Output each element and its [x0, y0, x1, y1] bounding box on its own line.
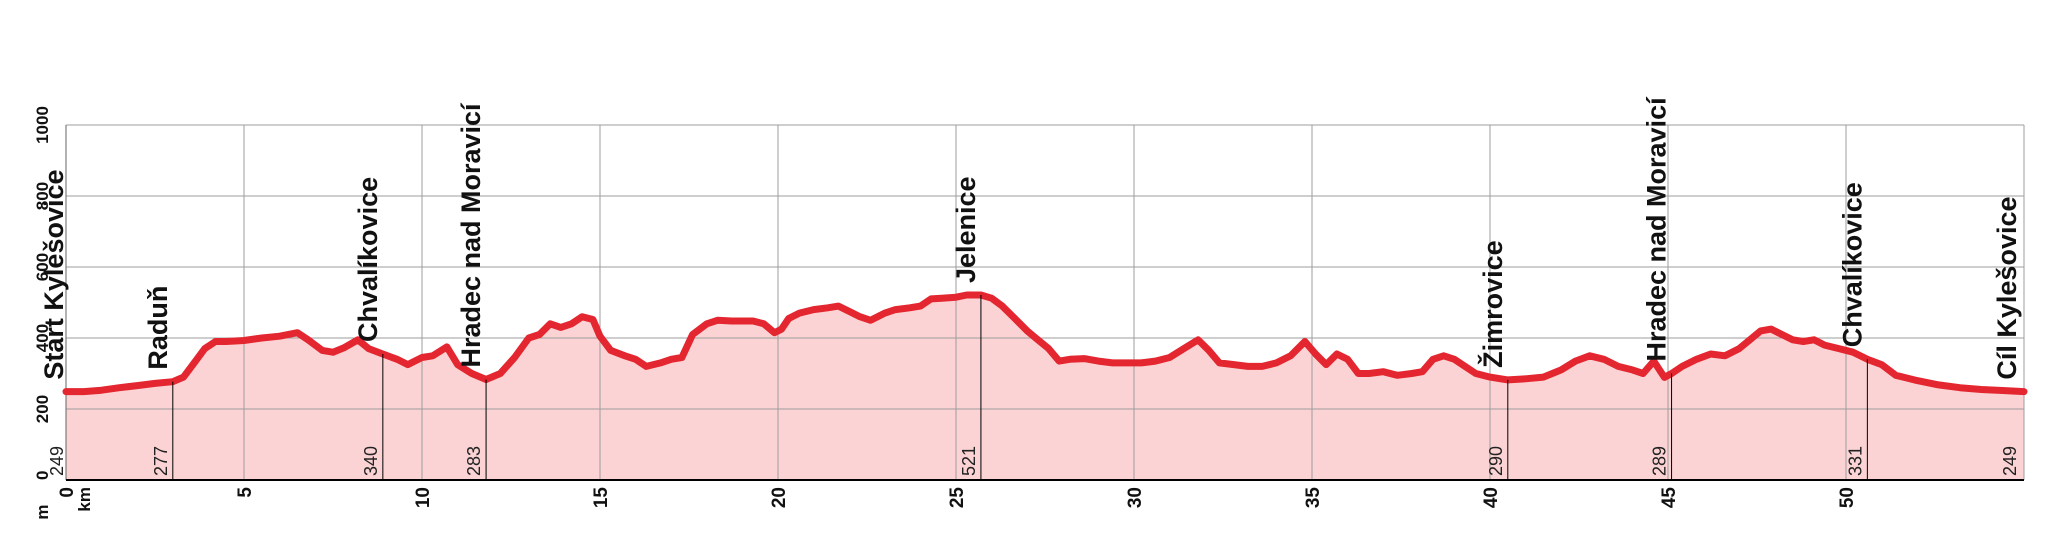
waypoint: Hradec nad Moravicí 289 [1642, 96, 1673, 480]
y-axis-unit: m [33, 504, 52, 519]
y-tick-label: 1000 [33, 106, 52, 144]
waypoint-name: Start Kylešovice [39, 169, 69, 379]
x-tick-label: 40 [1481, 487, 1502, 508]
x-tick-label: 25 [947, 487, 968, 509]
waypoint-elevation: 340 [361, 446, 381, 476]
profile-line-layer [62, 291, 2028, 396]
waypoint-name: Žimrovice [1477, 240, 1508, 368]
waypoint-name: Raduň [143, 286, 173, 370]
waypoint-elevation: 331 [1845, 446, 1865, 476]
profile-area-layer [66, 295, 2024, 480]
waypoint: Start Kylešovice 249 [39, 169, 69, 476]
waypoint-elevation: 290 [1486, 446, 1506, 476]
waypoint-elevation: 249 [2000, 446, 2020, 476]
waypoint-elevation: 249 [47, 446, 67, 476]
waypoint-name: Chvalíkovice [353, 177, 383, 342]
x-tick-label: 5 [235, 487, 256, 498]
x-axis: 0 5 10 15 20 25 30 35 40 45 50 km [57, 487, 1858, 512]
y-tick-label: 600 [33, 253, 52, 281]
gridlines [66, 125, 2024, 480]
waypoint-name: Cíl Kylešovice [1992, 197, 2022, 380]
waypoint-name: Hradec nad Moravicí [456, 102, 486, 368]
waypoint: Chvalíkovice 340 [353, 177, 384, 480]
waypoint: Jelenice 521 [951, 176, 982, 480]
waypoint-elevation: 289 [1650, 446, 1670, 476]
waypoint-elevation: 277 [151, 446, 171, 476]
profile-area [66, 295, 2024, 480]
y-tick-label: 400 [33, 324, 52, 352]
waypoint: Hradec nad Moravicí 283 [456, 102, 487, 480]
waypoint: Raduň 277 [143, 286, 174, 480]
x-tick-label: 20 [769, 487, 790, 508]
waypoint: Žimrovice 290 [1477, 240, 1509, 480]
x-tick-label: 10 [413, 487, 434, 508]
waypoint-name: Chvalíkovice [1837, 182, 1867, 347]
x-tick-label: 35 [1303, 487, 1324, 509]
x-tick-label: 45 [1659, 487, 1680, 509]
x-tick-label: 15 [591, 487, 612, 509]
y-tick-label: 0 [33, 471, 52, 480]
waypoint-name: Hradec nad Moravicí [1642, 96, 1672, 362]
x-tick-label: 30 [1125, 487, 1146, 508]
waypoint-elevation: 283 [464, 446, 484, 476]
waypoint: Cíl Kylešovice 249 [1992, 197, 2022, 476]
x-axis-unit: km [75, 487, 94, 512]
x-tick-label: 50 [1837, 487, 1858, 508]
y-tick-label: 200 [33, 395, 52, 423]
x-tick-label: 0 [57, 487, 78, 498]
waypoint-name: Jelenice [951, 176, 981, 283]
waypoint: Chvalíkovice 331 [1837, 182, 1868, 480]
y-axis: 0 200 400 600 800 1000 m [33, 106, 52, 519]
plot-frame [65, 124, 2025, 481]
profile-line [62, 291, 2028, 396]
waypoint-elevation: 521 [959, 446, 979, 476]
y-tick-label: 800 [33, 182, 52, 210]
waypoints-layer: Start Kylešovice 249 Raduň 277 Chvalíkovice 3… [39, 96, 2022, 480]
